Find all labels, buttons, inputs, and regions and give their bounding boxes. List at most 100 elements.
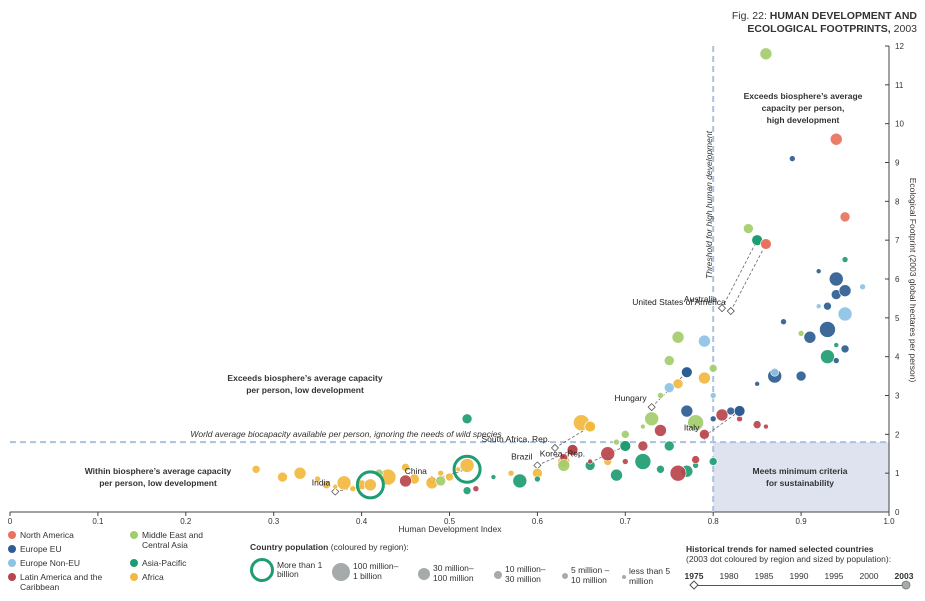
country-point (803, 330, 817, 344)
axes: 0 0.1 0.2 0.3 0.4 0.5 0.6 0.7 0.8 0.9 1.0012345678… (8, 42, 905, 526)
named-country-point (733, 405, 746, 417)
country-label: Korea, Rep. (540, 448, 585, 458)
country-point (293, 466, 307, 480)
quad-high-line-1: Exceeds biosphere’s average (743, 91, 863, 101)
x-tick-label: 1.0 (883, 517, 895, 526)
size-dot (562, 572, 568, 579)
x-tick-label: 0 (8, 517, 13, 526)
named-country-point (584, 420, 596, 433)
country-point (656, 464, 665, 474)
trend-start-diamond (533, 461, 542, 470)
country-point (833, 342, 840, 348)
quad-high-line-2: capacity per person, (761, 103, 845, 113)
x-tick-label: 0.4 (356, 517, 368, 526)
x-axis-label: Human Development Index (398, 524, 502, 534)
country-point (332, 483, 339, 490)
pop-title-bold: Country population (250, 542, 329, 552)
pop-size-2: 100 million– 1 billion (332, 561, 403, 581)
y-tick-label: 11 (895, 81, 904, 90)
country-point (763, 423, 769, 430)
country-point (819, 321, 836, 338)
hist-year: 2000 (859, 571, 879, 581)
hist-year: 1975 (684, 571, 704, 581)
country-point (459, 458, 475, 473)
pop-size-6: less than 5 million (622, 566, 673, 586)
country-point (640, 423, 646, 430)
country-point (859, 283, 866, 291)
country-point (698, 334, 711, 348)
legend-north-america: North America (8, 530, 118, 540)
trend-line (730, 243, 767, 312)
country-point (820, 349, 835, 364)
hist-year: 2003 (894, 571, 914, 581)
country-point (699, 429, 710, 440)
country-point (815, 268, 822, 275)
y-tick-label: 4 (895, 353, 900, 362)
country-label: South Africa, Rep. (481, 434, 550, 444)
named-country-ring (355, 470, 385, 500)
country-point (634, 453, 652, 470)
pop-label: 5 million – 10 million (571, 565, 610, 585)
country-point (461, 413, 473, 425)
trend-line (721, 239, 758, 309)
pop-size-3: 30 million– 100 million (418, 563, 487, 583)
quad-low-line-1: Exceeds biosphere’s average capacity (227, 373, 383, 383)
country-point (823, 301, 832, 311)
hist-years: 1975 1980 1985 1990 1995 2000 2003 (684, 571, 914, 583)
y-tick-label: 2 (895, 430, 900, 439)
country-point (708, 364, 718, 373)
country-point (743, 223, 754, 234)
y-tick-label: 1 (895, 469, 900, 478)
data-points (251, 47, 866, 500)
x-tick-label: 0.2 (180, 517, 192, 526)
country-point (669, 464, 687, 482)
trend-line (554, 426, 591, 449)
trend-line (651, 371, 688, 408)
trend-start-diamond (647, 403, 656, 412)
x-tick-label: 0.1 (92, 517, 104, 526)
named-country-point (760, 238, 772, 250)
figure-number: Fig. 22: (731, 10, 767, 22)
hist-year: 1980 (719, 571, 739, 581)
legend-dot (8, 559, 16, 567)
country-point (557, 459, 571, 472)
country-point (759, 47, 773, 61)
country-point (754, 381, 760, 387)
legend-label: Latin America and the Caribbean (20, 572, 103, 592)
trend-line (537, 449, 573, 466)
x-tick-label: 0.9 (796, 517, 808, 526)
quad-high-line-3: high development (766, 115, 840, 125)
country-point (507, 469, 515, 477)
pop-subtitle: (coloured by region): (330, 542, 409, 552)
country-point (832, 357, 840, 364)
pop-label: More than 1 billion (277, 559, 323, 579)
population-legend-title: Country population (coloured by region): (250, 542, 670, 552)
legend-label: Asia-Pacific (142, 558, 187, 568)
quad-meets-line-2: for sustainability (765, 478, 834, 488)
legend-africa: Africa (130, 572, 240, 582)
country-label: China (405, 466, 427, 476)
country-point (691, 455, 700, 464)
x-tick-label: 0.8 (708, 517, 720, 526)
country-point (437, 469, 445, 477)
end-dot-icon (901, 580, 911, 590)
trend-line (704, 410, 740, 437)
hist-subtitle: (2003 dot coloured by region and sized b… (686, 554, 892, 564)
country-point (841, 256, 849, 263)
legend-dot (130, 559, 138, 567)
named-country-point (566, 444, 579, 456)
trend-start-diamond (726, 306, 735, 316)
legend-label: Middle East and Central Asia (142, 530, 203, 550)
country-point (797, 330, 805, 337)
quadrant-high-label: Exceeds biosphere’s average capacity per… (733, 90, 873, 126)
country-point (251, 464, 261, 474)
title-year: 2003 (893, 23, 917, 35)
country-point (637, 440, 649, 452)
country-point (708, 457, 718, 466)
country-label: Australia (684, 294, 717, 304)
legend-dot (8, 531, 16, 539)
country-point (600, 446, 616, 462)
biocapacity-label: World average biocapacity available per … (190, 429, 502, 439)
quad-low-line-2: per person, low development (246, 385, 364, 395)
y-tick-label: 6 (895, 275, 900, 284)
